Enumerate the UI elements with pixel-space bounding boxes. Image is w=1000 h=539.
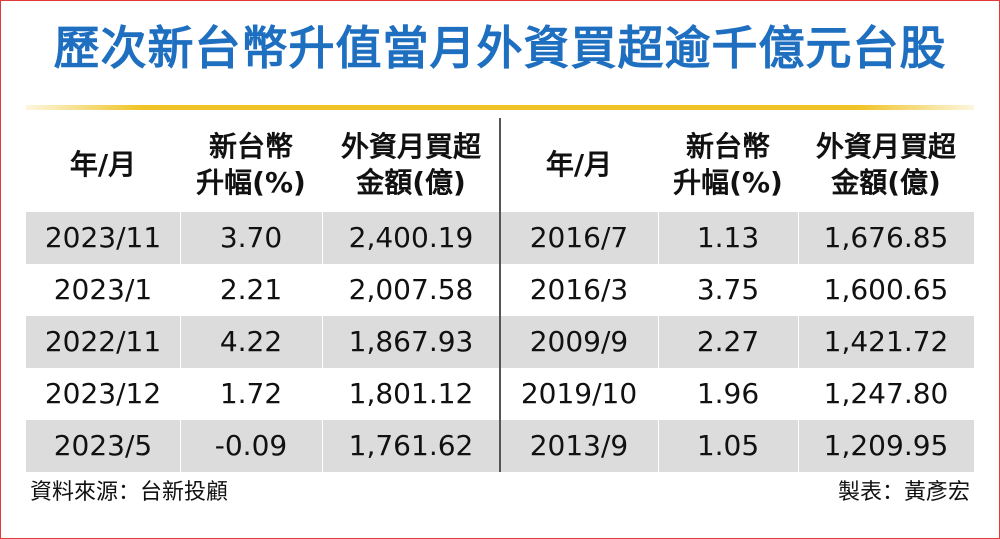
cell-net-buy: 1,600.65	[823, 273, 949, 306]
cell-period: 2019/10	[520, 377, 638, 410]
cell-appreciation: 2.21	[219, 273, 283, 306]
cell-appreciation: 1.96	[696, 377, 760, 410]
header-net-buy-right: 外資月買超 金額(億)	[815, 130, 956, 199]
title-divider	[26, 105, 974, 110]
cell-net-buy: 1,676.85	[823, 221, 949, 254]
cell-period: 2023/11	[44, 221, 162, 254]
cell-net-buy: 1,867.93	[348, 325, 474, 358]
header-appreciation-right: 新台幣 升幅(%)	[673, 130, 783, 199]
cell-period: 2023/5	[53, 429, 153, 462]
source-note: 資料來源：台新投顧	[30, 480, 229, 505]
column-divider	[180, 118, 181, 472]
credit-note: 製表：黃彥宏	[837, 480, 970, 505]
header-appreciation-left: 新台幣 升幅(%)	[196, 130, 306, 199]
cell-net-buy: 2,400.19	[348, 221, 474, 254]
cell-appreciation: 1.13	[696, 221, 760, 254]
cell-appreciation: 1.05	[696, 429, 760, 462]
cell-period: 2022/11	[44, 325, 162, 358]
table-row: 2023/1 2.21 2,007.58 2016/3 3.75 1,600.6…	[26, 264, 974, 316]
cell-net-buy: 1,761.62	[348, 429, 474, 462]
header-net-buy-left: 外資月買超 金額(億)	[340, 130, 481, 199]
cell-appreciation: -0.09	[214, 429, 288, 462]
column-divider	[322, 118, 323, 472]
table-row: 2023/12 1.72 1,801.12 2019/10 1.96 1,247…	[26, 368, 974, 420]
cell-appreciation: 2.27	[696, 325, 760, 358]
cell-appreciation: 3.75	[696, 273, 760, 306]
cell-net-buy: 1,801.12	[348, 377, 474, 410]
cell-appreciation: 1.72	[219, 377, 283, 410]
center-divider	[499, 118, 501, 472]
column-divider	[658, 118, 659, 472]
cell-appreciation: 4.22	[219, 325, 283, 358]
cell-period: 2023/12	[44, 377, 162, 410]
cell-net-buy: 2,007.58	[348, 273, 474, 306]
table-header-row: 年/月 新台幣 升幅(%) 外資月買超 金額(億) 年/月 新台幣 升幅(%) …	[26, 118, 974, 212]
cell-period: 2013/9	[529, 429, 629, 462]
cell-period: 2016/7	[529, 221, 629, 254]
column-divider	[798, 118, 799, 472]
header-period-right: 年/月	[545, 148, 613, 181]
cell-appreciation: 3.70	[219, 221, 283, 254]
header-period-left: 年/月	[69, 148, 137, 181]
cell-period: 2009/9	[529, 325, 629, 358]
cell-net-buy: 1,247.80	[823, 377, 949, 410]
cell-period: 2023/1	[53, 273, 153, 306]
cell-net-buy: 1,209.95	[823, 429, 949, 462]
cell-period: 2016/3	[529, 273, 629, 306]
cell-net-buy: 1,421.72	[823, 325, 949, 358]
table-row: 2023/11 3.70 2,400.19 2016/7 1.13 1,676.…	[26, 212, 974, 264]
page-title: 歷次新台幣升值當月外資買超逾千億元台股	[53, 21, 947, 75]
